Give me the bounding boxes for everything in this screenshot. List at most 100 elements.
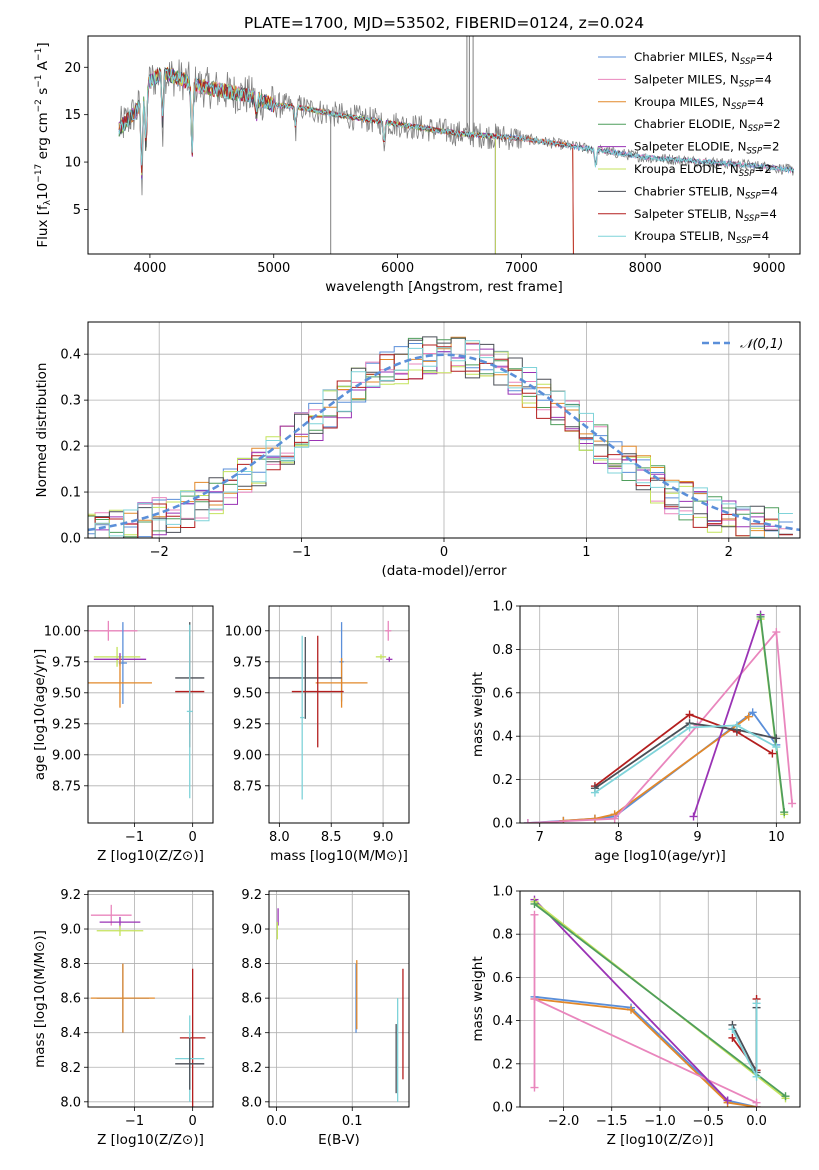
panel-massweight_vs_age: 7 8 9 10 0.0 0.2 0.4 0.6 0.8 1.0 age [log10(age/yr… — [470, 600, 801, 864]
y-tick-label: 9.00 — [52, 748, 81, 763]
errorbar-salpeter_stelib — [179, 968, 206, 1107]
x-tick-label: −1 — [292, 545, 311, 560]
x-tick-label: 6000 — [381, 261, 414, 276]
y-tick-label: 9.2 — [241, 888, 262, 903]
plot-area — [523, 610, 797, 823]
y-tick-label: 5 — [73, 203, 81, 218]
panel-massweight_vs_z: −2.0 −1.5 −1.0 −0.5 0.0 0.0 0.2 0.4 0.6 0.8 1.0 Z [… — [470, 885, 801, 1148]
x-axis-label: (data-model)/error — [381, 563, 507, 579]
weight-marker-salpeter_miles — [752, 1098, 761, 1107]
weight-marker-salpeter_miles — [788, 799, 797, 808]
weight-marker-salpeter_miles — [523, 819, 532, 823]
weight-marker-chabrier_elodie — [780, 808, 789, 817]
weight-marker-kroupa_stelib — [590, 788, 599, 797]
panel-mass_vs_z: −1 0 8.0 8.2 8.4 8.6 8.8 9.0 9.2 Z [log10(Z/Z⊙)] m… — [32, 888, 214, 1148]
y-tick-label: 0.8 — [492, 643, 513, 658]
weight-marker-chabrier_miles — [748, 708, 757, 717]
weight-line-salpeter_elodie — [692, 614, 762, 817]
x-tick-label: −1.5 — [596, 1114, 628, 1129]
y-tick-label: 20 — [64, 61, 81, 76]
weight-marker-salpeter_miles — [772, 628, 781, 637]
weight-marker-kroupa_stelib — [685, 723, 694, 732]
weight-marker-salpeter_miles — [610, 814, 619, 823]
y-tick-label: 9.50 — [233, 686, 262, 701]
normal-curve — [88, 353, 800, 532]
x-tick-label: −2.0 — [548, 1114, 580, 1129]
x-axis-label: mass [log10(M/M⊙)] — [270, 848, 408, 864]
axes-frame — [87, 605, 214, 824]
axes-frame — [268, 605, 410, 824]
x-tick-label: 8 — [614, 830, 622, 845]
y-tick-label: 0.8 — [492, 928, 513, 943]
x-axis-label: wavelength [Angstrom, rest frame] — [325, 279, 563, 295]
panel-age_vs_z: −1 0 8.75 9.00 9.25 9.50 9.75 10.00 Z [log10(Z/Z… — [32, 605, 214, 864]
errorbar-kroupa_elodie — [375, 654, 387, 660]
y-tick-label: 8.8 — [241, 957, 262, 972]
y-tick-label: 0.6 — [492, 686, 513, 701]
y-tick-label: 8.8 — [60, 957, 81, 972]
x-tick-label: −1 — [125, 1114, 144, 1129]
x-tick-label: 0 — [189, 1114, 197, 1129]
y-tick-label: 0.0 — [60, 532, 81, 547]
weight-line-chabrier_miles — [534, 995, 757, 1107]
errorbar-chabrier_stelib — [175, 1037, 205, 1090]
axes-frame — [87, 890, 214, 1108]
errorbar-salpeter_miles — [385, 620, 392, 641]
weight-marker-salpeter_stelib — [768, 749, 777, 758]
x-tick-label: 4000 — [133, 261, 166, 276]
plot-area — [88, 620, 205, 799]
plot-area — [90, 904, 206, 1107]
weight-line-chabrier_elodie — [533, 903, 787, 1097]
errorbar-salpeter_stelib — [291, 635, 344, 748]
y-tick-label: 9.25 — [233, 717, 262, 732]
errorbar-kroupa_stelib — [300, 635, 305, 800]
legend-label: Kroupa ELODIE, NSSP=2 — [634, 162, 772, 179]
y-tick-label: 0.0 — [492, 1101, 513, 1116]
histogram-kroupa_stelib — [88, 340, 793, 538]
x-tick-label: 0.1 — [342, 1114, 363, 1129]
x-tick-label: 0 — [189, 830, 197, 845]
weight-marker-salpeter_miles — [530, 1083, 539, 1092]
y-tick-label: 0.1 — [60, 486, 81, 501]
y-tick-label: 9.75 — [233, 655, 262, 670]
axes-frame — [87, 35, 801, 255]
y-axis-label: mass [log10(M/M⊙)] — [32, 930, 48, 1068]
y-tick-label: 8.4 — [241, 1026, 262, 1041]
panel-residuals: −2 −1 0 1 2 0.0 0.1 0.2 0.3 0.4 (data-model)/error… — [34, 321, 801, 579]
y-tick-label: 8.6 — [60, 992, 81, 1007]
x-tick-label: 9.0 — [373, 830, 394, 845]
x-tick-label: 5000 — [257, 261, 290, 276]
x-tick-label: 10 — [768, 830, 785, 845]
weight-marker-salpeter_stelib — [685, 710, 694, 719]
plot-area — [530, 895, 790, 1107]
weight-marker-kroupa_stelib — [752, 1072, 761, 1081]
weight-marker-kroupa_stelib — [772, 743, 781, 752]
x-tick-label: 8.5 — [321, 830, 342, 845]
errorbar-kroupa_miles — [90, 963, 155, 1033]
plot-area — [88, 336, 800, 538]
axes-frame — [519, 605, 801, 824]
y-tick-label: 1.0 — [492, 600, 513, 615]
x-tick-label: −1.0 — [644, 1114, 676, 1129]
errorbar-salpeter_miles — [88, 620, 138, 641]
x-tick-label: 2 — [725, 545, 733, 560]
y-tick-label: 9.00 — [233, 748, 262, 763]
weight-marker-chabrier_stelib — [772, 734, 781, 743]
plot-area — [269, 620, 393, 800]
grid — [269, 606, 409, 823]
errorbar-kroupa_elodie — [93, 646, 141, 667]
errorbar-kroupa_elodie — [96, 925, 144, 936]
x-tick-label: 7 — [536, 830, 544, 845]
y-axis-label: age [log10(age/yr)] — [32, 649, 48, 781]
y-tick-label: 9.0 — [241, 923, 262, 938]
y-tick-label: 10 — [64, 156, 81, 171]
y-axis-label: Flux [fλ10−17 erg cm−2 s−1 A−1] — [34, 42, 53, 247]
weight-line-chabrier_elodie — [759, 616, 786, 813]
plot-area — [276, 908, 404, 1102]
x-tick-label: 8.0 — [269, 830, 290, 845]
weight-marker-chabrier_elodie — [781, 1092, 790, 1101]
weight-line-kroupa_stelib — [594, 724, 777, 794]
x-axis-label: Z [log10(Z/Z⊙)] — [607, 1132, 714, 1148]
weight-marker-salpeter_miles — [530, 910, 539, 919]
